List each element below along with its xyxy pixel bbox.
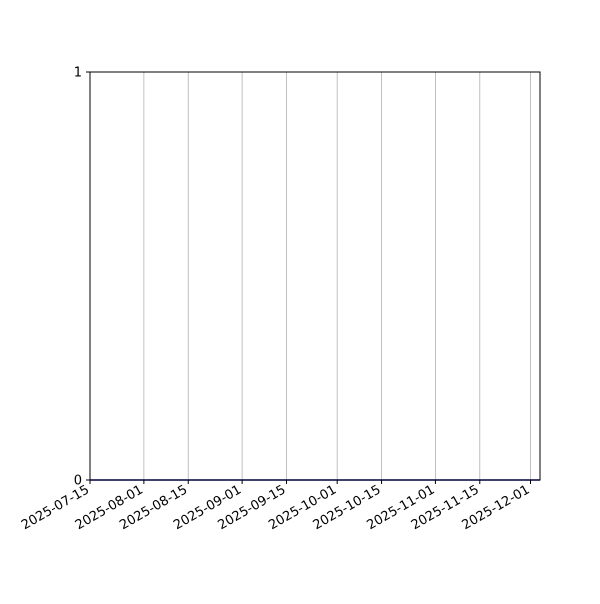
plot-frame [89,71,541,481]
x-axis: 2025-07-152025-08-012025-08-152025-09-01… [19,480,532,533]
y-axis: 01 [74,66,90,489]
y-tick-label: 0 [74,474,82,489]
grid [89,72,531,480]
y-tick-label: 1 [74,66,82,81]
